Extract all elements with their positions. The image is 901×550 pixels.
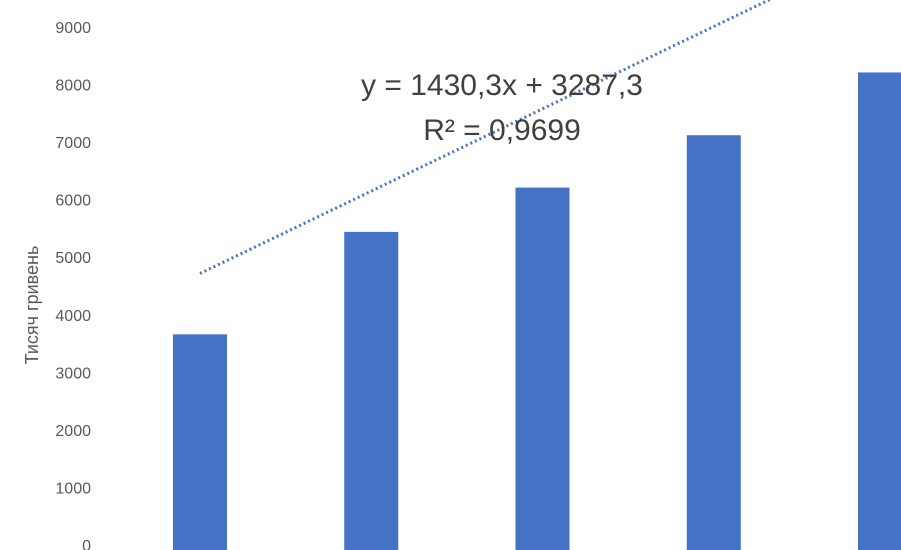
y-tick-label: 3000 — [55, 365, 91, 382]
trendline-equation: y = 1430,3x + 3287,3 — [361, 69, 643, 102]
y-tick-label: 2000 — [55, 423, 91, 440]
y-tick-label: 5000 — [55, 250, 91, 267]
y-axis-ticks: 0 1000 2000 3000 4000 5000 6000 7000 8000 9000 — [55, 20, 91, 550]
y-axis-title: Тисяч гривень — [22, 246, 42, 365]
y-tick-label: 6000 — [55, 193, 91, 210]
trendline-r-squared: R² = 0,9699 — [423, 114, 581, 147]
bars — [173, 72, 901, 550]
y-tick-label: 0 — [82, 538, 91, 550]
y-tick-label: 1000 — [55, 480, 91, 497]
y-tick-label: 4000 — [55, 308, 91, 325]
trendline — [199, 0, 773, 275]
bar — [858, 72, 901, 550]
y-tick-label: 9000 — [55, 20, 91, 37]
bar — [686, 135, 741, 550]
y-tick-label: 8000 — [55, 78, 91, 95]
y-tick-label: 7000 — [55, 135, 91, 152]
bar — [173, 334, 227, 550]
bar — [515, 187, 570, 550]
bar — [344, 231, 399, 550]
